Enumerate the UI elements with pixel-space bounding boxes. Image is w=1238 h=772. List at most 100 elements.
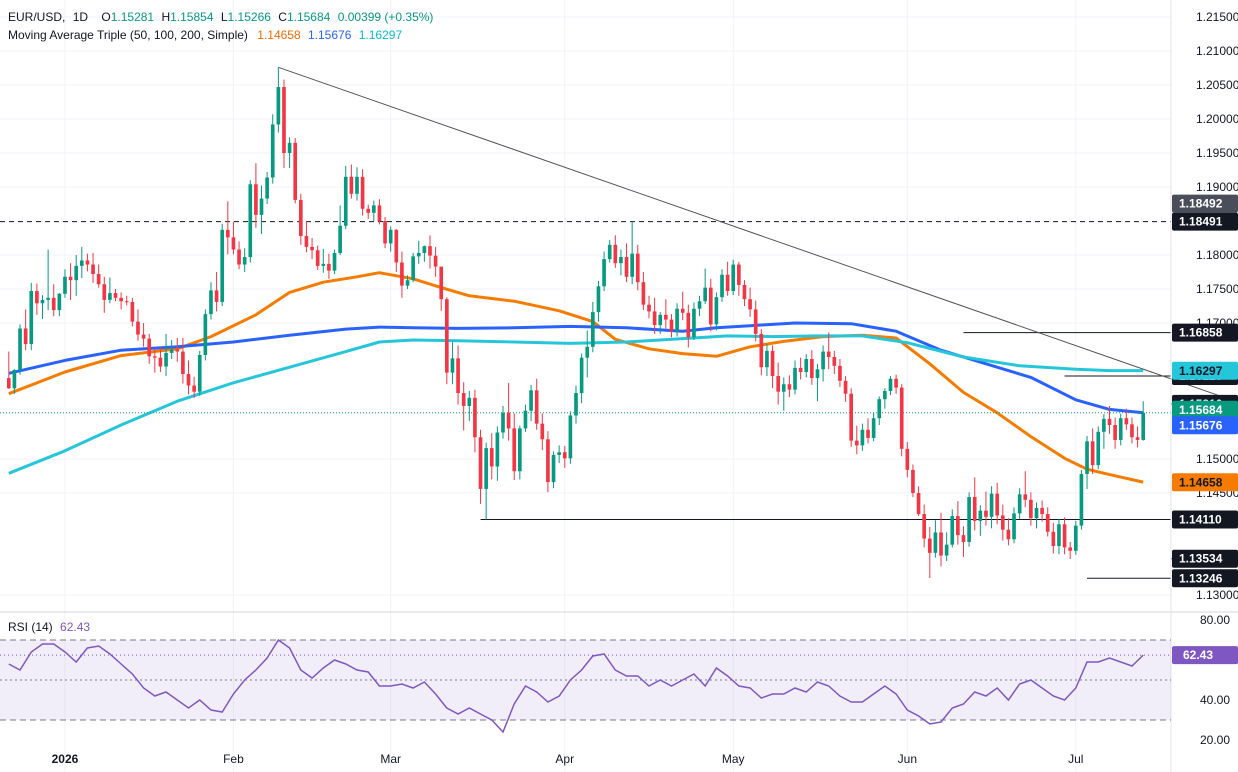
candle <box>911 464 915 498</box>
rsi-axis[interactable]: 80.00 40.00 20.00 62.43 <box>1172 613 1238 747</box>
candle-body <box>967 497 971 542</box>
candle-body <box>883 391 887 400</box>
candle-body <box>68 276 73 281</box>
candle-body <box>619 257 623 264</box>
candle <box>108 277 112 304</box>
candle <box>838 359 842 387</box>
candle <box>731 259 736 296</box>
candle <box>102 276 107 313</box>
candle-body <box>102 284 107 300</box>
candle-body <box>708 287 713 325</box>
candle <box>276 67 281 133</box>
last-price-tag: 1.15684 <box>1172 400 1238 419</box>
candle <box>1029 492 1033 526</box>
candle <box>759 329 764 376</box>
candle <box>343 165 348 230</box>
candle <box>720 269 724 302</box>
candle <box>209 282 213 320</box>
candle <box>214 272 219 312</box>
candle <box>360 169 365 216</box>
candle-body <box>748 299 752 310</box>
candle-body <box>1096 431 1101 466</box>
trendline[interactable] <box>278 66 1238 482</box>
candle-body <box>961 535 966 542</box>
symbol-legend[interactable]: EUR/USD, 1D O1.15281 H1.15854 L1.15266 C… <box>8 10 437 24</box>
candle <box>826 332 831 370</box>
candle-body <box>664 314 668 320</box>
candle <box>46 249 50 311</box>
candle-body <box>950 516 955 545</box>
ma100-line <box>8 321 1144 415</box>
candle-body <box>270 124 275 178</box>
candle <box>978 505 983 536</box>
candle-body <box>1113 425 1117 440</box>
candle <box>658 312 663 334</box>
candle <box>338 205 342 255</box>
candle <box>152 348 157 373</box>
time-tick-label: Apr <box>555 752 574 766</box>
candle <box>821 345 825 382</box>
candle-body <box>1023 494 1028 500</box>
candle <box>1006 518 1011 546</box>
candle <box>950 509 955 548</box>
candle <box>523 404 528 432</box>
candle-body <box>315 250 320 266</box>
candle-body <box>781 384 786 392</box>
candle <box>57 293 62 317</box>
candle <box>433 246 438 277</box>
candle <box>220 223 225 306</box>
candle <box>141 323 146 347</box>
candle-body <box>574 393 578 416</box>
candle <box>810 350 814 385</box>
candle <box>175 337 180 362</box>
candle <box>439 266 444 311</box>
symbol-name: EUR/USD, <box>8 10 66 24</box>
candle <box>984 491 988 526</box>
candle-body <box>1124 418 1129 425</box>
candle <box>534 378 539 430</box>
candle <box>1135 426 1140 448</box>
candle-body <box>287 142 292 153</box>
candle <box>619 249 623 276</box>
candle-body <box>209 290 213 315</box>
candle <box>546 431 550 493</box>
price-tick-label: 1.18000 <box>1196 248 1238 262</box>
candle-body <box>321 263 326 266</box>
ma50-line <box>8 271 1144 484</box>
candle-body <box>899 387 904 449</box>
rsi-legend[interactable]: RSI (14) 62.43 <box>8 620 94 634</box>
rsi-title: RSI (14) <box>8 620 53 634</box>
candle-body <box>113 293 118 298</box>
candle <box>956 501 960 545</box>
candle <box>967 492 971 547</box>
candle-body <box>332 252 337 271</box>
rsi-tag-text: 62.43 <box>1183 648 1213 662</box>
candle-body <box>489 448 494 467</box>
price-tick-label: 1.15000 <box>1196 452 1238 466</box>
rsi-value: 62.43 <box>60 620 91 634</box>
candle <box>74 255 79 296</box>
candle-body <box>905 448 910 470</box>
change-value: 0.00399 (+0.35%) <box>337 10 434 24</box>
candle <box>259 185 264 234</box>
candle <box>703 268 707 304</box>
ma-legend[interactable]: Moving Average Triple (50, 100, 200, Sim… <box>8 28 406 42</box>
time-axis[interactable]: 2026FebMarAprMayJunJulAug <box>52 752 1238 766</box>
candle-body <box>523 410 528 429</box>
candle-body <box>1085 441 1089 474</box>
candle <box>596 280 601 322</box>
candle <box>270 114 275 184</box>
candle <box>607 240 612 263</box>
price-tick-label: 1.20000 <box>1196 112 1238 126</box>
candle-body <box>248 184 253 258</box>
candle-body <box>787 384 792 390</box>
candle <box>299 193 303 245</box>
candle <box>158 347 163 372</box>
ma200-line <box>8 334 1144 475</box>
candle-body <box>501 412 505 433</box>
candle-body <box>821 351 825 370</box>
time-tick-label: Mar <box>380 752 401 766</box>
candle-body <box>355 176 359 194</box>
candle <box>310 238 314 260</box>
